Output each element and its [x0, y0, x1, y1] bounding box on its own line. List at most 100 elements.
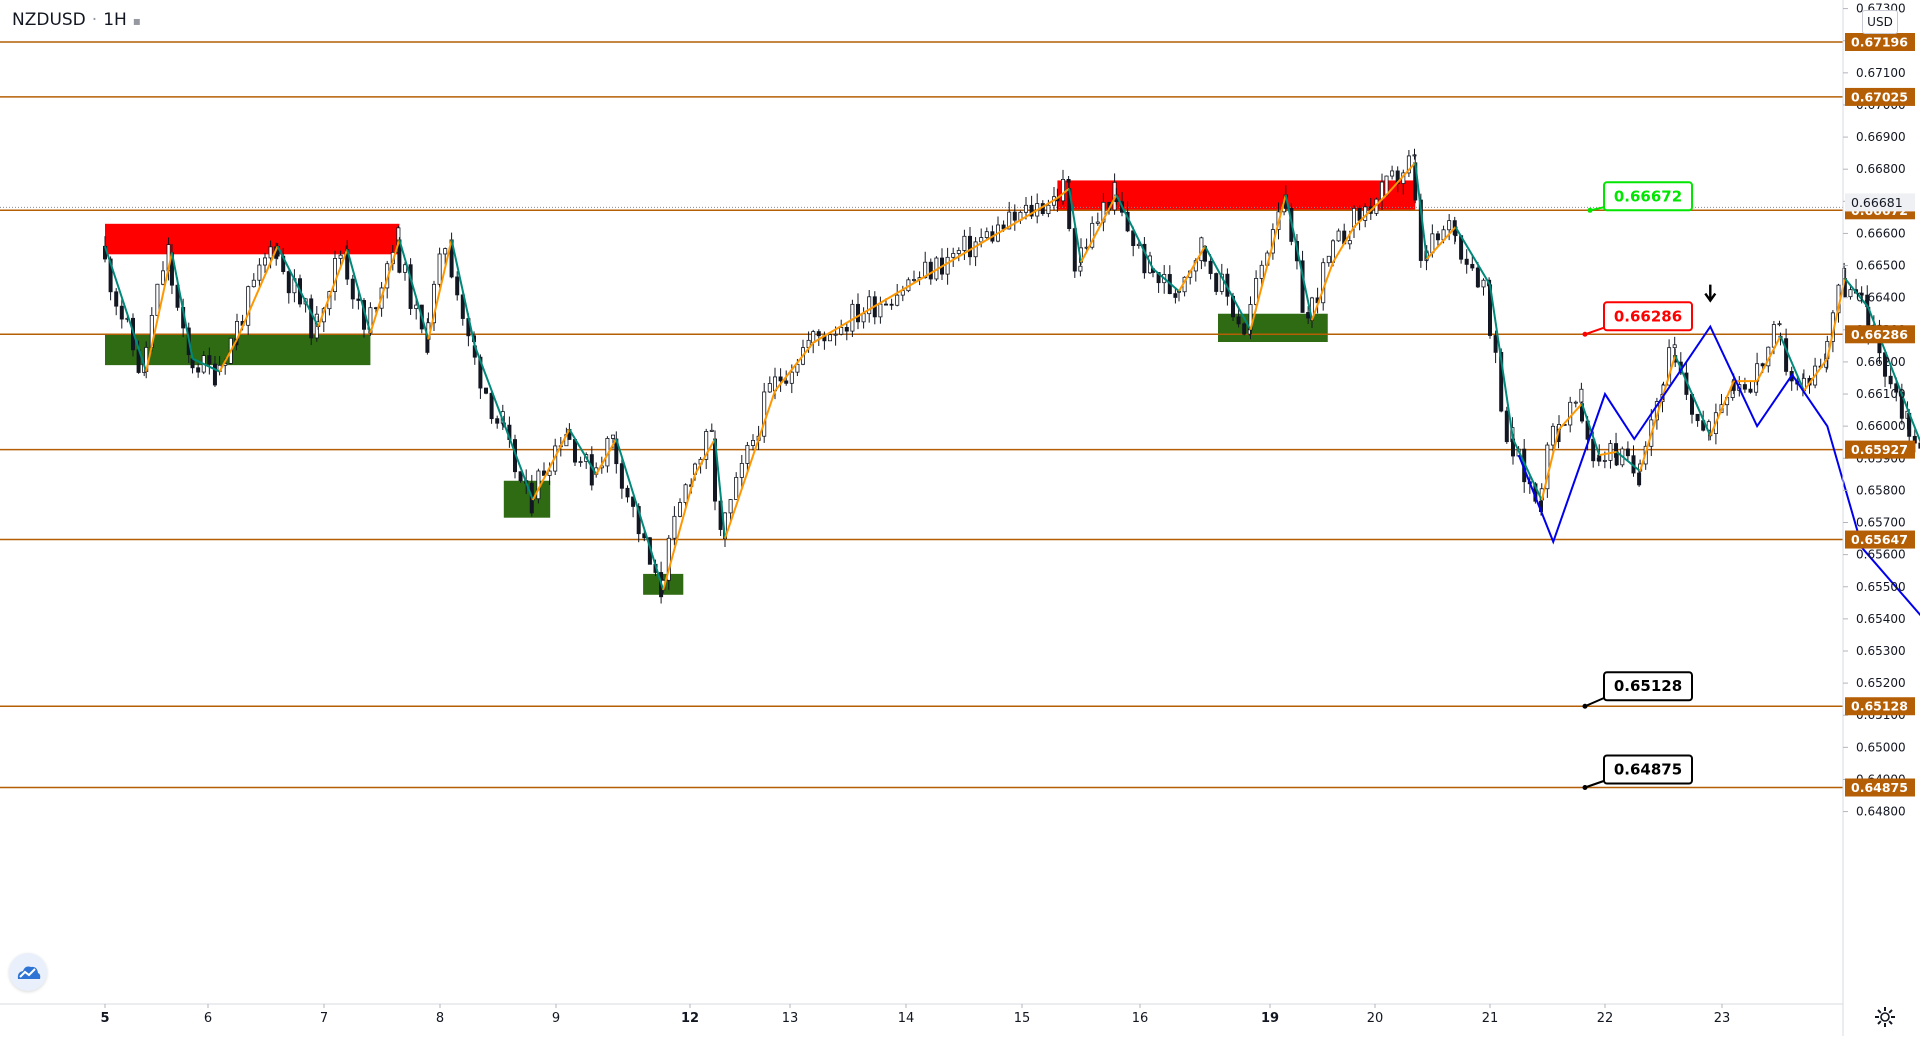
- candle-body[interactable]: [251, 279, 256, 288]
- candle-body[interactable]: [1412, 154, 1417, 157]
- candle-body[interactable]: [1357, 207, 1362, 221]
- level-price-tag[interactable]: [1845, 530, 1915, 549]
- candle-body[interactable]: [795, 363, 800, 373]
- candle-body[interactable]: [984, 231, 989, 238]
- candle-body[interactable]: [962, 235, 967, 251]
- candle-body[interactable]: [1504, 410, 1509, 443]
- projection-path[interactable]: [1517, 324, 1920, 790]
- candle-body[interactable]: [878, 303, 883, 318]
- candle-body[interactable]: [784, 380, 789, 384]
- level-price-tag[interactable]: [1845, 440, 1915, 459]
- level-price-tag[interactable]: [1845, 778, 1915, 797]
- candle-body[interactable]: [1078, 265, 1083, 272]
- candle-body[interactable]: [895, 294, 900, 306]
- candle-body[interactable]: [478, 356, 483, 389]
- candle-body[interactable]: [1384, 175, 1389, 196]
- candle-body[interactable]: [816, 331, 821, 337]
- candle-body[interactable]: [1095, 221, 1100, 224]
- candle-body[interactable]: [257, 264, 262, 281]
- level-price-tag[interactable]: [1845, 87, 1915, 106]
- candle-body[interactable]: [350, 278, 355, 300]
- candle-body[interactable]: [1214, 273, 1219, 292]
- level-price-tag[interactable]: [1845, 325, 1915, 344]
- candle-body[interactable]: [704, 431, 709, 460]
- candle-body[interactable]: [734, 477, 739, 500]
- candle-body[interactable]: [951, 253, 956, 258]
- candle-body[interactable]: [1236, 316, 1241, 325]
- candle-body[interactable]: [751, 440, 756, 446]
- candle-body[interactable]: [1347, 240, 1352, 245]
- candle-body[interactable]: [1550, 425, 1555, 446]
- candle-body[interactable]: [495, 418, 500, 424]
- callout-box[interactable]: [1603, 671, 1693, 702]
- candle-body[interactable]: [518, 471, 523, 482]
- candle-body[interactable]: [1771, 324, 1776, 348]
- candle-body[interactable]: [1066, 179, 1071, 183]
- candle-body[interactable]: [1597, 454, 1602, 462]
- candle-body[interactable]: [1784, 338, 1789, 372]
- callout-box[interactable]: [1603, 754, 1693, 785]
- candle-body[interactable]: [573, 439, 578, 463]
- candle-body[interactable]: [402, 264, 407, 273]
- candle-body[interactable]: [1447, 220, 1452, 231]
- candle-body[interactable]: [1464, 258, 1469, 265]
- candle-body[interactable]: [1672, 344, 1677, 349]
- candle-body[interactable]: [1748, 388, 1753, 393]
- candle-body[interactable]: [1481, 279, 1486, 288]
- candle-body[interactable]: [1760, 363, 1765, 367]
- candle-body[interactable]: [1435, 233, 1440, 241]
- candle-body[interactable]: [678, 502, 683, 517]
- candle-body[interactable]: [968, 235, 973, 258]
- candle-body[interactable]: [767, 383, 772, 393]
- symbol-legend[interactable]: NZDUSD · 1H ▪: [12, 10, 141, 30]
- candle-body[interactable]: [246, 286, 251, 326]
- candle-body[interactable]: [739, 463, 744, 478]
- candle-body[interactable]: [1695, 413, 1700, 422]
- candle-body[interactable]: [547, 470, 552, 476]
- candle-body[interactable]: [578, 461, 583, 463]
- candle-body[interactable]: [414, 304, 419, 309]
- candle-body[interactable]: [431, 283, 436, 324]
- callout-box[interactable]: [1603, 181, 1693, 212]
- candle-body[interactable]: [762, 391, 767, 437]
- candle-body[interactable]: [212, 363, 217, 386]
- candle-body[interactable]: [1625, 448, 1630, 457]
- candle-body[interactable]: [1602, 459, 1607, 462]
- candle-body[interactable]: [1046, 204, 1051, 215]
- candle-body[interactable]: [1406, 155, 1411, 174]
- candle-body[interactable]: [683, 484, 688, 503]
- supply-zone[interactable]: [105, 223, 400, 255]
- candle-body[interactable]: [833, 333, 838, 336]
- candle-body[interactable]: [778, 376, 783, 382]
- candle-body[interactable]: [745, 445, 750, 464]
- candle-body[interactable]: [1568, 401, 1573, 426]
- candle-body[interactable]: [114, 291, 119, 307]
- candle-body[interactable]: [1777, 323, 1782, 326]
- candle-body[interactable]: [1499, 351, 1504, 412]
- candle-body[interactable]: [867, 296, 872, 315]
- candle-body[interactable]: [1101, 201, 1106, 223]
- candle-body[interactable]: [1029, 204, 1034, 217]
- candle-body[interactable]: [443, 248, 448, 255]
- candle-body[interactable]: [973, 241, 978, 258]
- candle-body[interactable]: [1894, 383, 1899, 393]
- candle-body[interactable]: [356, 298, 361, 301]
- candle-body[interactable]: [489, 392, 494, 420]
- candle-body[interactable]: [945, 256, 950, 275]
- candle-body[interactable]: [196, 367, 201, 373]
- candle-body[interactable]: [923, 261, 928, 279]
- candle-body[interactable]: [728, 499, 733, 514]
- candle-body[interactable]: [1848, 289, 1853, 298]
- candle-body[interactable]: [956, 250, 961, 254]
- candle-body[interactable]: [1173, 293, 1178, 298]
- candle-body[interactable]: [611, 434, 616, 439]
- candle-body[interactable]: [1579, 388, 1584, 403]
- candle-body[interactable]: [119, 305, 124, 320]
- candle-body[interactable]: [1321, 262, 1326, 304]
- tradingview-logo-icon[interactable]: [9, 953, 47, 991]
- candle-body[interactable]: [338, 254, 343, 259]
- candle-body[interactable]: [1888, 375, 1893, 385]
- candle-body[interactable]: [160, 270, 165, 285]
